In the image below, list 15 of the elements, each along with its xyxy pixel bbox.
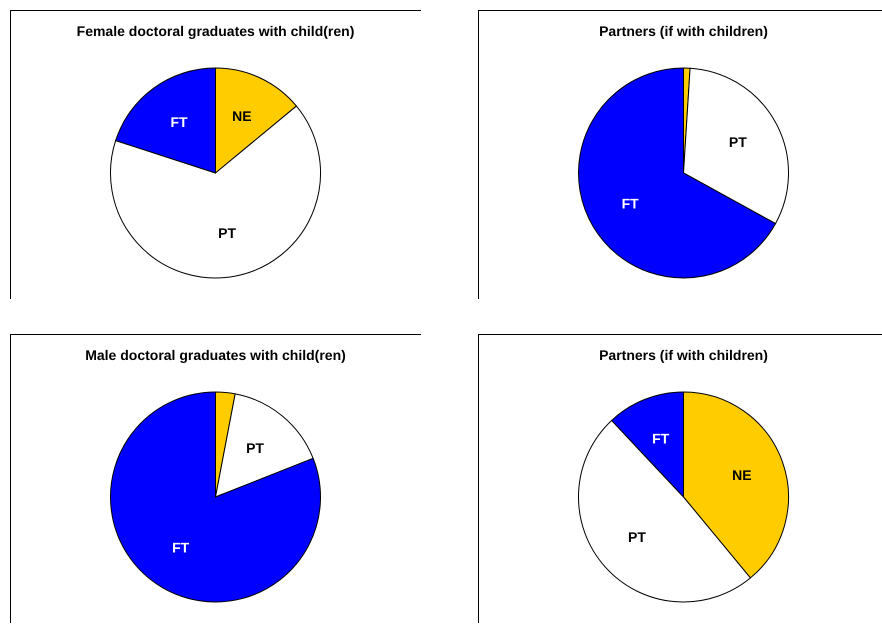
chart-title: Partners (if with children)	[599, 347, 768, 363]
slice-label: PT	[628, 529, 646, 545]
chart-title: Female doctoral graduates with child(ren)	[76, 23, 354, 39]
pie-slice	[110, 392, 321, 602]
slice-label: FT	[172, 539, 190, 556]
slice-label: PT	[218, 224, 237, 241]
slice-label: FT	[622, 196, 640, 212]
slice-label: FT	[170, 114, 188, 130]
chart-title: Male doctoral graduates with child(ren)	[85, 347, 346, 363]
chart-title: Partners (if with children)	[599, 23, 768, 39]
slice-label: FT	[652, 430, 670, 446]
slice-label: NE	[232, 108, 252, 124]
slice-label: PT	[246, 440, 264, 456]
slice-label: PT	[728, 134, 748, 150]
slice-label: NE	[732, 467, 752, 483]
